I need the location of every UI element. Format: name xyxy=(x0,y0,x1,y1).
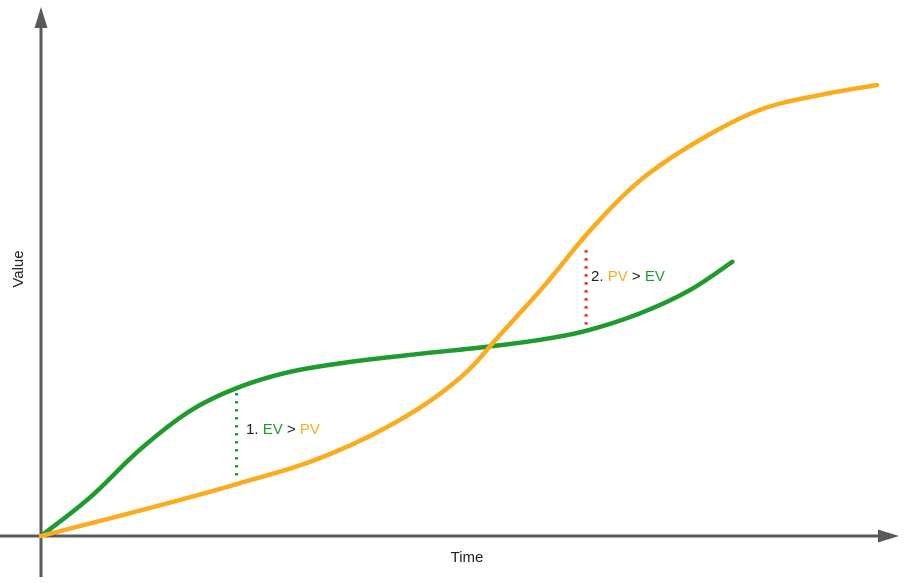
y-axis-label: Value xyxy=(10,250,27,288)
annotation1-number: 1. xyxy=(246,421,263,438)
annotation2-number: 2. xyxy=(591,268,608,285)
annotation-ev-gt-pv: 1. EV > PV xyxy=(246,421,320,439)
annotation1-gt-sign: > xyxy=(282,421,300,438)
annotation1-ev-text: EV xyxy=(262,421,283,438)
pv-curve xyxy=(38,82,880,539)
x-axis-arrow-icon xyxy=(878,529,899,543)
y-axis-arrow-icon xyxy=(34,7,48,28)
annotation2-gt-sign: > xyxy=(627,268,645,285)
annotation2-ev-text: EV xyxy=(644,268,665,285)
annotation-pv-gt-ev: 2. PV > EV xyxy=(591,268,665,286)
ev-curve xyxy=(38,259,735,539)
annotation2-pv-text: PV xyxy=(607,268,628,285)
x-axis-label: Time xyxy=(450,549,484,566)
annotation1-pv-text: PV xyxy=(299,421,320,438)
